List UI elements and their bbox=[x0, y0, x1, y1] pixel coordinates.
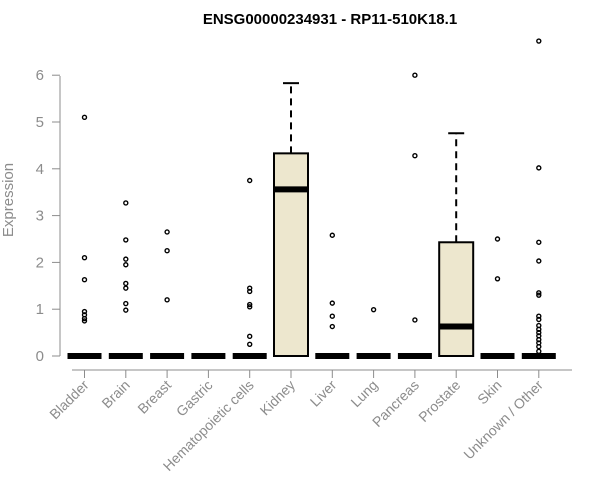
outlier-point bbox=[536, 165, 542, 171]
box-group bbox=[438, 132, 475, 357]
x-tick-label: Lung bbox=[347, 377, 380, 410]
outlier-point bbox=[412, 152, 418, 159]
outlier-point bbox=[412, 72, 418, 78]
outlier-point bbox=[123, 200, 129, 206]
outlier-point bbox=[329, 323, 335, 330]
y-tick-label: 3 bbox=[36, 208, 44, 225]
y-tick-label: 2 bbox=[36, 254, 44, 271]
box-group bbox=[315, 232, 350, 359]
outlier-point bbox=[81, 318, 88, 324]
outlier-point bbox=[164, 229, 170, 235]
outlier-point bbox=[536, 38, 542, 44]
outlier-point bbox=[494, 276, 501, 282]
x-tick-label: Skin bbox=[474, 377, 505, 408]
x-tick-label: Kidney bbox=[257, 377, 299, 419]
x-tick-label: Liver bbox=[307, 377, 340, 410]
outlier-point bbox=[81, 114, 88, 121]
outlier-point bbox=[536, 326, 542, 333]
chart-title: ENSG00000234931 - RP11-510K18.1 bbox=[203, 11, 457, 28]
outlier-point bbox=[123, 280, 129, 287]
outlier-point bbox=[536, 239, 542, 245]
outlier-point bbox=[81, 255, 88, 261]
outlier-point bbox=[123, 307, 129, 313]
outlier-point bbox=[329, 232, 335, 238]
box-series bbox=[67, 38, 556, 359]
box-group bbox=[150, 229, 185, 359]
box-group bbox=[232, 177, 267, 359]
box-group bbox=[397, 72, 432, 359]
outlier-point bbox=[246, 341, 253, 347]
outlier-point bbox=[536, 343, 542, 350]
outlier-point bbox=[329, 313, 335, 319]
x-tick-label: Bladder bbox=[46, 377, 92, 423]
outlier-point bbox=[123, 237, 129, 243]
outlier-point bbox=[370, 306, 377, 313]
box-group bbox=[67, 114, 102, 359]
outlier-point bbox=[164, 247, 170, 254]
outlier-point bbox=[164, 297, 170, 303]
box-group bbox=[356, 306, 391, 359]
outlier-point bbox=[536, 336, 542, 343]
y-tick-label: 5 bbox=[36, 114, 44, 131]
outlier-point bbox=[536, 329, 542, 336]
box-group bbox=[480, 236, 515, 359]
outlier-point bbox=[123, 285, 129, 291]
outlier-point bbox=[246, 333, 253, 340]
y-axis-label: Expression bbox=[0, 163, 17, 237]
outlier-point bbox=[536, 258, 542, 264]
x-tick-label: Prostate bbox=[415, 377, 463, 425]
outlier-point bbox=[123, 256, 129, 262]
box-body bbox=[273, 152, 309, 357]
outlier-point bbox=[329, 300, 335, 306]
outlier-point bbox=[81, 308, 88, 315]
outlier-point bbox=[81, 315, 88, 322]
outlier-point bbox=[246, 288, 253, 295]
outlier-point bbox=[246, 301, 253, 308]
y-axis-ticks: 0 1 2 3 4 5 6 bbox=[36, 67, 60, 365]
outlier-point bbox=[81, 277, 88, 283]
outlier-point bbox=[123, 262, 129, 268]
outlier-point bbox=[246, 177, 253, 184]
outlier-point bbox=[123, 300, 129, 307]
box-body bbox=[438, 241, 475, 357]
box-group bbox=[521, 38, 556, 359]
outlier-point bbox=[412, 317, 418, 323]
outlier-point bbox=[536, 348, 542, 355]
y-tick-label: 0 bbox=[36, 348, 44, 365]
x-tick-label: Brain bbox=[98, 377, 132, 411]
y-tick-label: 4 bbox=[36, 161, 44, 178]
outlier-point bbox=[246, 285, 253, 291]
outlier-point bbox=[246, 304, 253, 310]
outlier-point bbox=[494, 236, 501, 242]
box-group bbox=[108, 200, 143, 359]
y-tick-label: 1 bbox=[36, 301, 44, 318]
y-tick-label: 6 bbox=[36, 67, 44, 84]
outlier-point bbox=[536, 316, 542, 323]
outlier-point bbox=[536, 292, 542, 298]
x-tick-label: Breast bbox=[134, 377, 174, 417]
box-group bbox=[273, 82, 309, 357]
outlier-point bbox=[536, 290, 542, 296]
outlier-point bbox=[536, 313, 542, 319]
